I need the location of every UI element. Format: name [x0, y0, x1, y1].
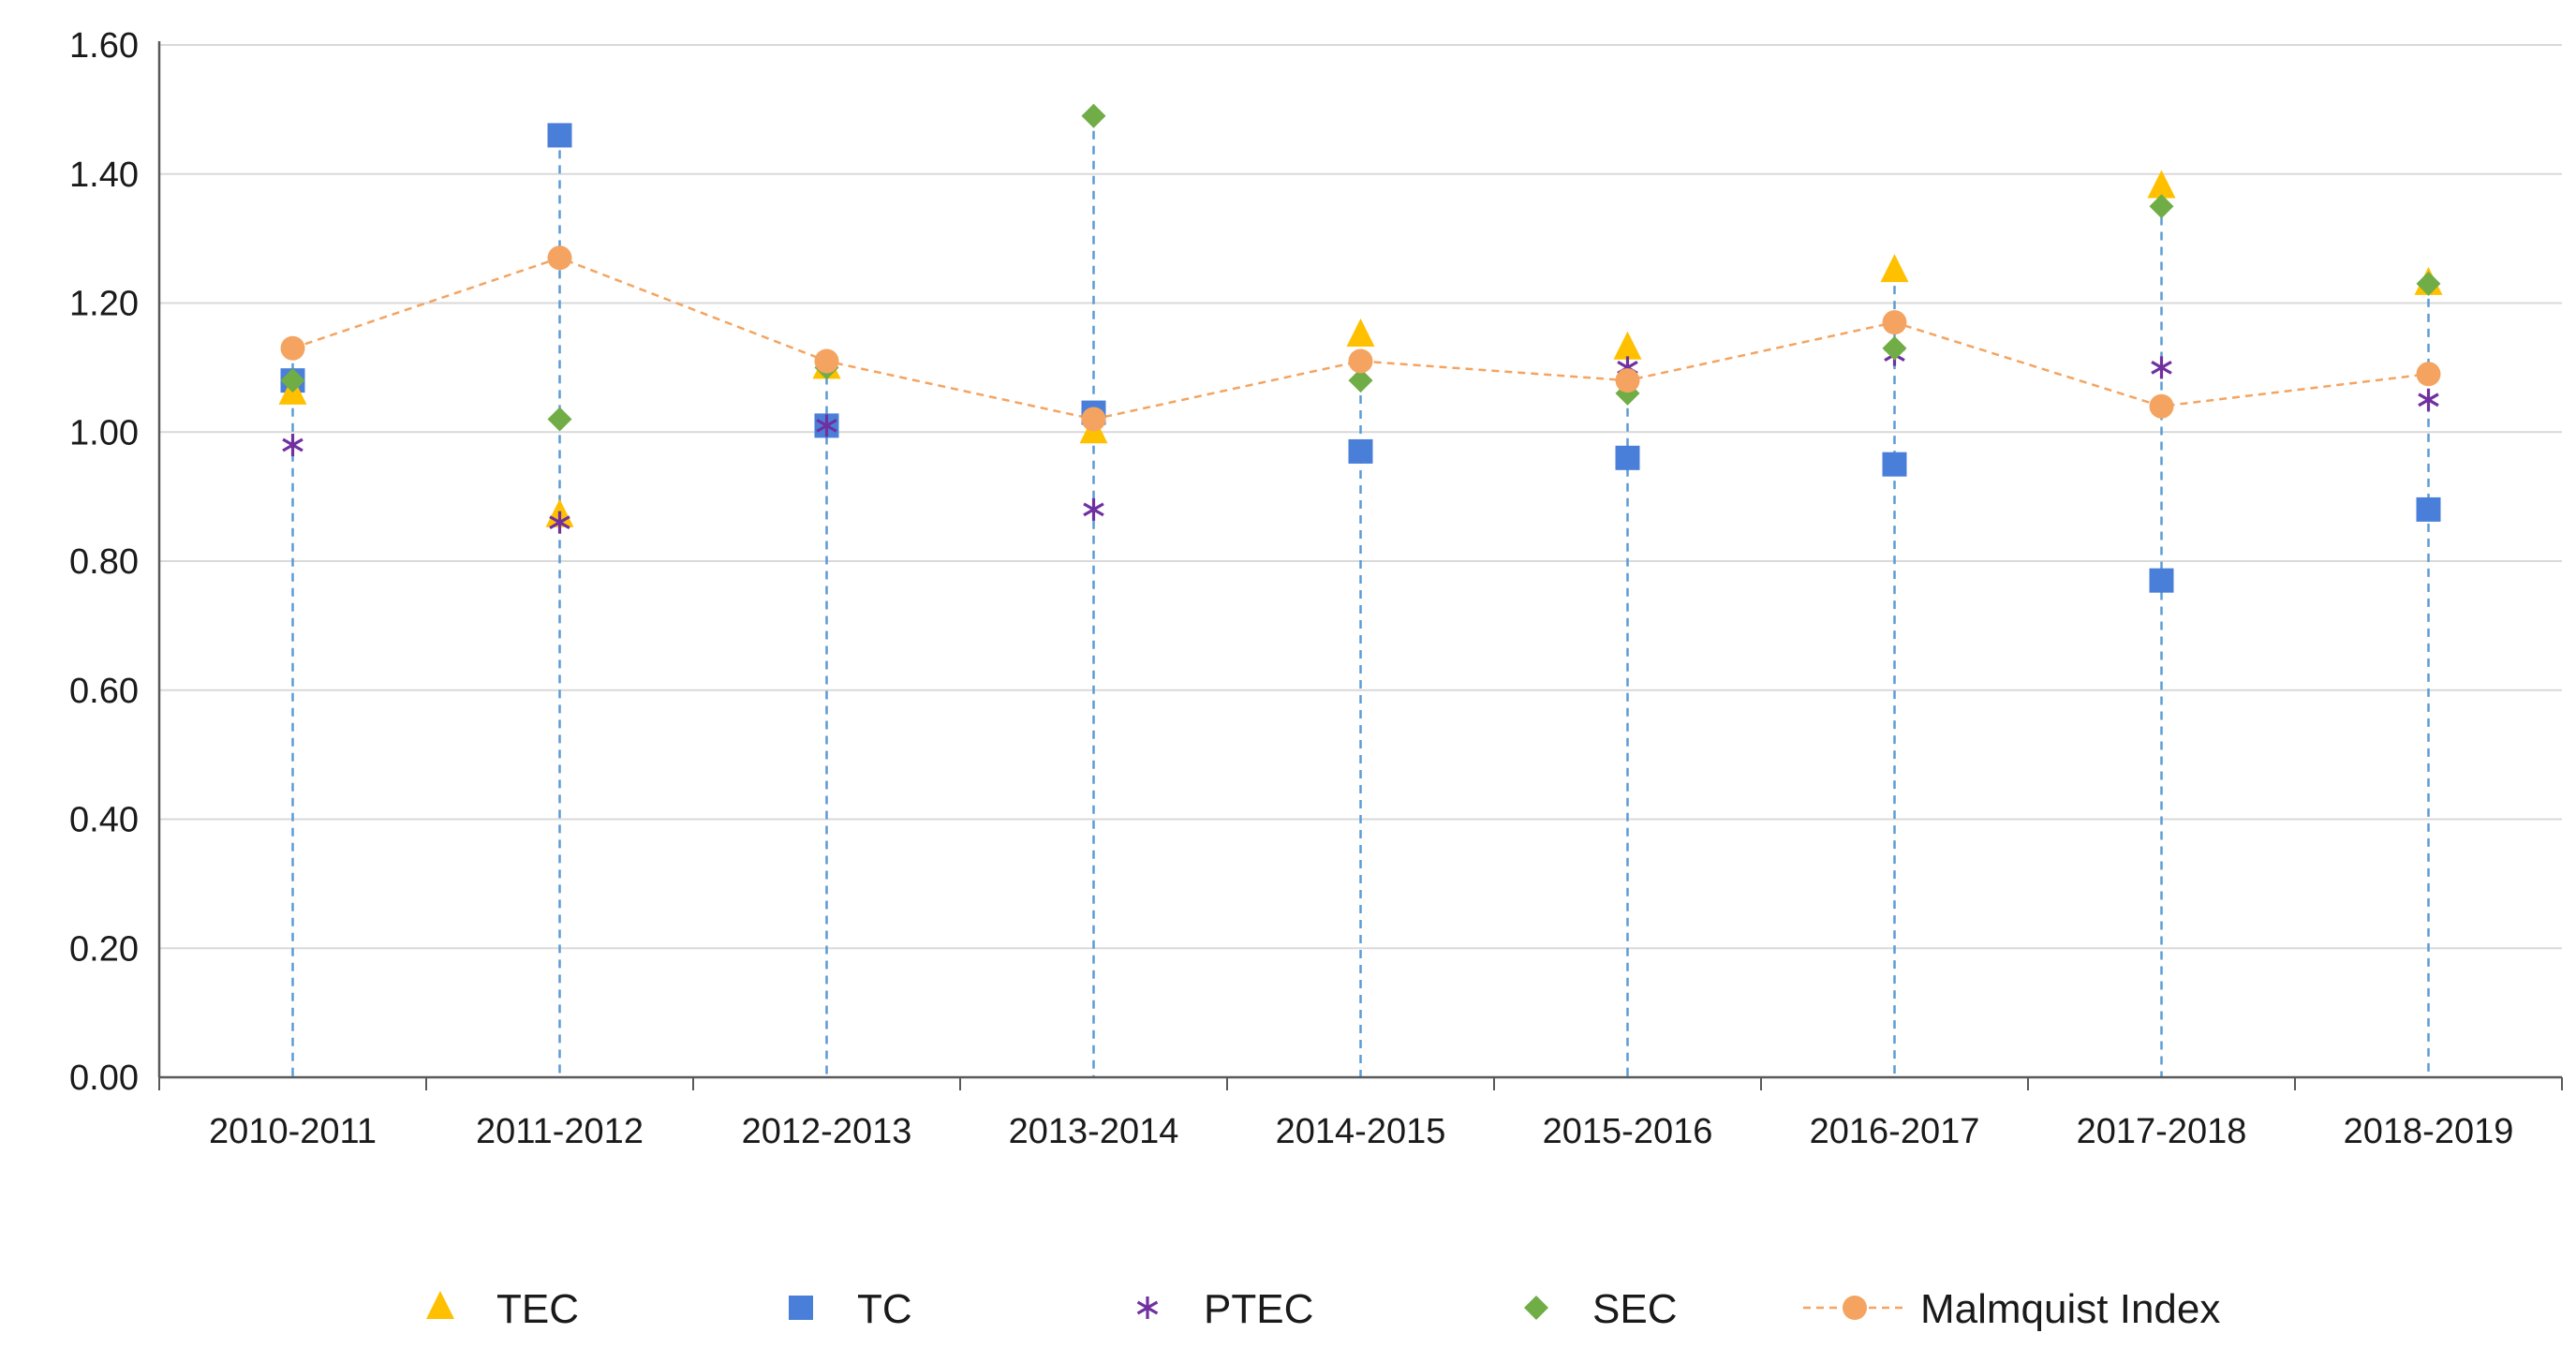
marker-sec	[1882, 335, 1907, 361]
x-tick-label: 2014-2015	[1276, 1112, 1446, 1151]
legend-swatch-malmquist-index	[1843, 1296, 1867, 1320]
y-tick-label: 0.60	[69, 672, 139, 711]
legend-swatch-tc	[789, 1296, 813, 1320]
marker-malmquist-index	[1081, 407, 1106, 432]
marker-malmquist-index	[1882, 310, 1907, 335]
legend-item-ptec: PTEC	[1136, 1286, 1313, 1332]
marker-sec	[280, 368, 305, 393]
legend-swatch-tec	[426, 1291, 454, 1319]
marker-tec	[1346, 318, 1375, 347]
legend-swatch-sec	[1524, 1296, 1548, 1320]
y-tick-label: 1.20	[69, 285, 139, 324]
x-tick-label: 2018-2019	[2344, 1112, 2514, 1151]
y-tick-label: 0.00	[69, 1059, 139, 1098]
y-tick-label: 0.40	[69, 801, 139, 840]
series-line-malmquist	[292, 256, 2429, 421]
marker-sec	[2149, 194, 2174, 219]
series-lines	[292, 256, 2429, 421]
marker-ptec	[549, 511, 570, 534]
legend-item-tec: TEC	[426, 1286, 579, 1332]
axes: 0.00 0.20 0.40 0.60 0.80 1.00 1.20 1.40 1.60 2010…	[69, 26, 2563, 1151]
marker-malmquist-index	[2149, 393, 2174, 419]
marker-malmquist-index	[547, 245, 572, 271]
marker-tc	[547, 123, 572, 148]
x-tick-label: 2010-2011	[209, 1112, 377, 1151]
y-tick-label: 1.60	[69, 26, 139, 66]
marker-ptec	[282, 434, 303, 457]
legend-label-malmquist-index: Malmquist Index	[1920, 1286, 2220, 1332]
marker-malmquist-index	[2416, 362, 2441, 387]
legend-item-tc: TC	[789, 1286, 912, 1332]
legend-label-tc: TC	[857, 1286, 912, 1332]
x-tick-label: 2012-2013	[742, 1112, 912, 1151]
marker-tc	[1615, 445, 1640, 470]
legend-swatch-ptec	[1136, 1296, 1159, 1319]
gridlines	[159, 44, 2562, 950]
drop-lines	[291, 115, 2430, 1077]
x-tick-label: 2016-2017	[1810, 1112, 1980, 1151]
marker-ptec	[2418, 388, 2439, 411]
legend-item-malmquist-index: Malmquist Index	[1803, 1286, 2220, 1332]
marker-malmquist-index	[814, 348, 839, 374]
marker-tec	[2147, 170, 2176, 199]
marker-malmquist-index	[280, 335, 305, 361]
marker-tc	[1882, 452, 1907, 477]
marker-tc	[2416, 496, 2441, 522]
x-tick-label: 2011-2012	[476, 1112, 644, 1151]
x-tick-label: 2017-2018	[2077, 1112, 2247, 1151]
data-markers	[278, 103, 2443, 593]
x-tick-label: 2013-2014	[1009, 1112, 1179, 1151]
marker-tec	[1613, 331, 1642, 360]
y-tick-label: 1.40	[69, 156, 139, 195]
marker-sec	[1348, 368, 1373, 393]
x-tick-label: 2015-2016	[1543, 1112, 1713, 1151]
marker-ptec	[2151, 356, 2172, 379]
legend-item-sec: SEC	[1524, 1286, 1677, 1332]
legend-label-tec: TEC	[496, 1286, 579, 1332]
marker-ptec	[1083, 497, 1104, 521]
marker-tc	[1348, 438, 1373, 464]
legend: TEC TC PTEC SEC Malmquist Index	[426, 1286, 2220, 1332]
marker-malmquist-index	[1615, 368, 1640, 393]
legend-label-sec: SEC	[1592, 1286, 1677, 1332]
y-tick-label: 1.00	[69, 413, 139, 452]
marker-tc	[2149, 568, 2174, 593]
marker-sec	[1081, 103, 1106, 128]
marker-sec	[2416, 271, 2441, 296]
marker-tec	[1880, 254, 1909, 283]
marker-malmquist-index	[1348, 348, 1373, 374]
y-tick-label: 0.20	[69, 929, 139, 969]
marker-sec	[547, 407, 572, 432]
y-tick-label: 0.80	[69, 542, 139, 582]
marker-ptec	[816, 414, 837, 437]
legend-label-ptec: PTEC	[1204, 1286, 1313, 1332]
